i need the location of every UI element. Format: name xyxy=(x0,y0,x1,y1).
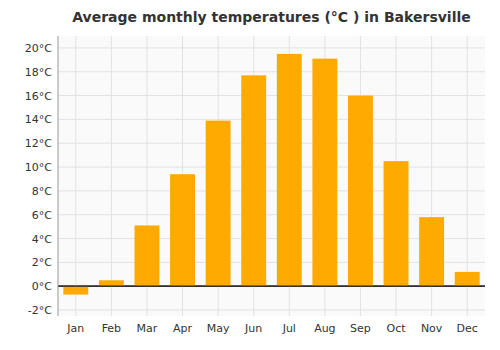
bar xyxy=(63,286,88,294)
y-tick-label: 20°C xyxy=(25,42,52,55)
grid-line xyxy=(58,119,485,120)
y-tick-label: 8°C xyxy=(32,185,52,198)
x-tick-label: Jul xyxy=(282,322,296,335)
y-tick-label: 6°C xyxy=(32,209,52,222)
x-tick-label: Jan xyxy=(66,322,84,335)
x-tick-label: Dec xyxy=(457,322,478,335)
y-tick-label: 14°C xyxy=(25,113,52,126)
y-tick-label: 0°C xyxy=(32,280,52,293)
grid-line xyxy=(58,214,485,215)
bar xyxy=(455,272,480,286)
zero-line xyxy=(58,286,485,287)
y-tick-label: 12°C xyxy=(25,137,52,150)
bar xyxy=(312,59,337,287)
plot-area xyxy=(58,36,485,316)
x-tick-label: Sep xyxy=(350,322,371,335)
bar xyxy=(135,225,160,286)
y-tick-label: 10°C xyxy=(25,161,52,174)
bar xyxy=(384,161,409,286)
y-tick-label: 16°C xyxy=(25,90,52,103)
x-tick-label: May xyxy=(207,322,230,335)
grid-line xyxy=(58,167,485,168)
chart: -2°C 0°C 2°C 4°C 6°C 8°C 10°C 12°C 14°C 16°C 18°C 2… xyxy=(0,0,500,350)
y-axis-line xyxy=(58,36,59,316)
x-tick-label: Feb xyxy=(102,322,121,335)
grid-line xyxy=(75,36,76,316)
x-tick-label: Mar xyxy=(137,322,158,335)
y-tick-label: 18°C xyxy=(25,66,52,79)
bar xyxy=(241,75,266,286)
y-tick-label: 2°C xyxy=(32,256,52,269)
grid-line xyxy=(58,190,485,191)
grid-line xyxy=(58,71,485,72)
x-tick-label: Nov xyxy=(421,322,443,335)
bar xyxy=(170,174,195,286)
bar xyxy=(419,217,444,286)
x-tick-label: Jun xyxy=(244,322,262,335)
grid-line xyxy=(58,47,485,48)
x-tick-label: Apr xyxy=(173,322,193,335)
y-tick-label: -2°C xyxy=(28,304,52,317)
y-tick-label: 4°C xyxy=(32,233,52,246)
grid-line xyxy=(58,143,485,144)
bar xyxy=(206,121,231,287)
grid-line xyxy=(111,36,112,316)
x-tick-label: Oct xyxy=(387,322,407,335)
bars xyxy=(63,54,479,295)
bar xyxy=(277,54,302,286)
bar xyxy=(99,280,124,286)
zero-line xyxy=(58,286,485,287)
title: Average monthly temperatures (°C ) in Ba… xyxy=(72,9,471,25)
bar xyxy=(348,96,373,287)
grid-line xyxy=(58,95,485,96)
grid-line xyxy=(58,310,485,311)
grid xyxy=(58,36,485,316)
x-tick-label: Aug xyxy=(314,322,335,335)
